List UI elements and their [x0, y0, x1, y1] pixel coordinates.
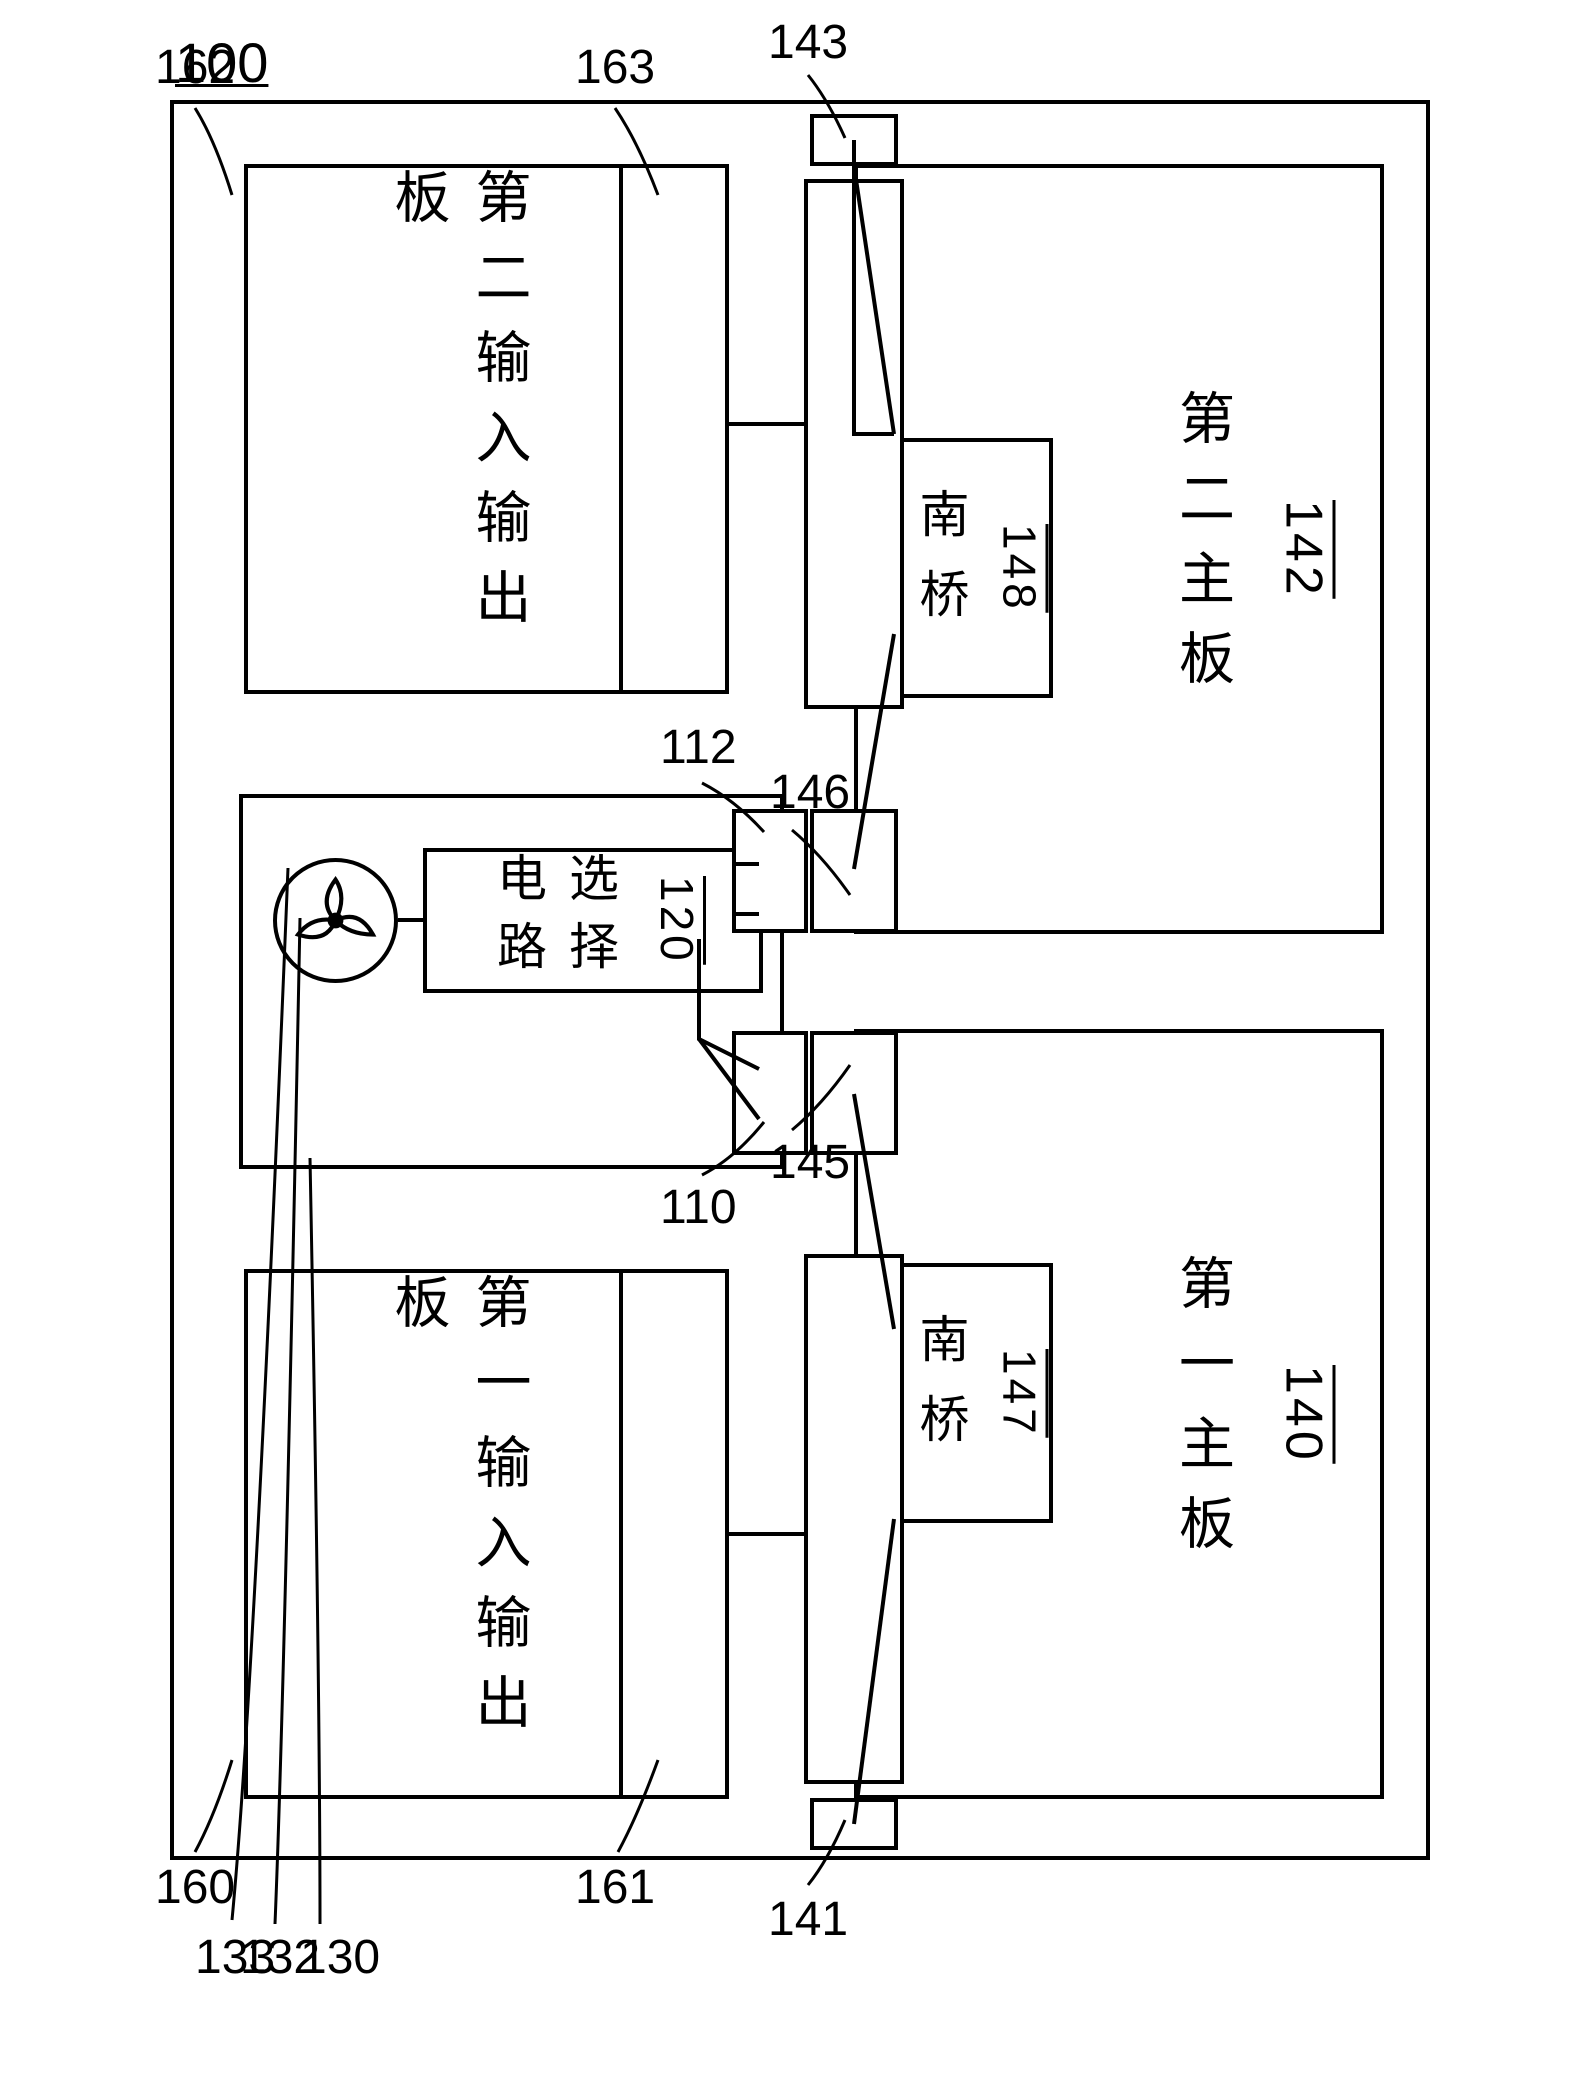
southbridge-1-block: 南桥 147 [898, 1263, 1053, 1523]
mainboard-1-block: 第一主板 140 南桥 147 [854, 1029, 1384, 1799]
selector-label: 选择电路 [482, 852, 626, 989]
mainboard2-conn-slot [804, 179, 904, 709]
selector-circuit-block: 选择电路 120 [423, 848, 763, 993]
io-board-2-block: 第二输入输出板 [244, 164, 674, 694]
connector-161 [619, 1269, 729, 1799]
ref-143: 143 [768, 15, 848, 70]
connector-141 [810, 1798, 898, 1850]
southbridge-2-label: 南桥 [905, 488, 977, 648]
mainboard-1-label: 第一主板 [1163, 1254, 1244, 1574]
mainboard1-conn-slot [804, 1254, 904, 1784]
diagram-frame: 第二输入输出板 第一输入输出板 第二主板 142 南桥 148 第一主板 140 [170, 100, 1430, 1860]
ref-160: 160 [155, 1860, 235, 1915]
ref-163: 163 [575, 40, 655, 95]
mainboard-2-label: 第二主板 [1163, 389, 1244, 709]
southbridge-2-block: 南桥 148 [898, 438, 1053, 698]
connector-143 [810, 114, 898, 166]
selector-ref: 120 [650, 876, 704, 965]
ref-146: 146 [770, 765, 850, 820]
io-board-1-label: 第一输入输出板 [378, 1273, 540, 1795]
fan-selector-block: 选择电路 120 [239, 794, 784, 1169]
ref-130: 130 [300, 1930, 380, 1985]
mainboard-1-ref: 140 [1274, 1365, 1334, 1464]
ref-112: 112 [660, 720, 737, 775]
ref-110: 110 [660, 1180, 737, 1235]
ref-161: 161 [575, 1860, 655, 1915]
ref-162: 162 [155, 40, 235, 95]
io-board-2-label: 第二输入输出板 [378, 168, 540, 690]
connector-112 [732, 809, 808, 933]
io-board-1-label-row: 第一输入输出板 [248, 1273, 670, 1795]
connector-163 [619, 164, 729, 694]
io-board-1-block: 第一输入输出板 [244, 1269, 674, 1799]
mainboard-2-block: 第二主板 142 南桥 148 [854, 164, 1384, 934]
southbridge-1-label: 南桥 [905, 1313, 977, 1473]
fan-icon [273, 858, 398, 983]
connector-146 [810, 809, 898, 933]
ref-145: 145 [770, 1135, 850, 1190]
io-board-2-label-row: 第二输入输出板 [248, 168, 670, 690]
mainboard-2-ref: 142 [1274, 500, 1334, 599]
southbridge-2-ref: 148 [993, 524, 1047, 613]
ref-141: 141 [768, 1892, 848, 1947]
line-fan-selector [398, 918, 423, 922]
southbridge-1-ref: 147 [993, 1349, 1047, 1438]
